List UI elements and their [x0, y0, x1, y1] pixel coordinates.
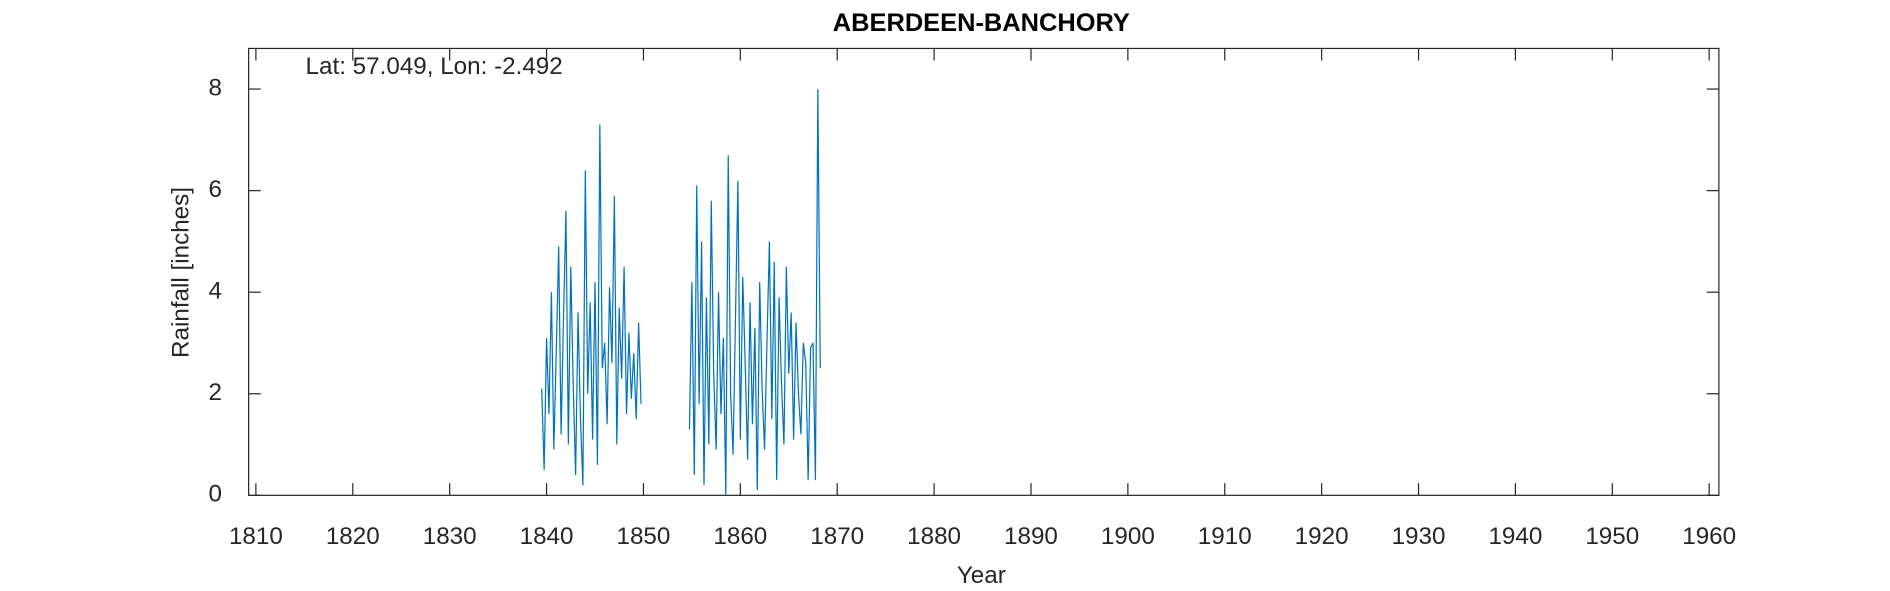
x-tick-label: 1890 — [1004, 523, 1058, 550]
y-tick-label: 8 — [209, 74, 222, 101]
x-tick-label: 1810 — [229, 523, 283, 550]
x-tick-label: 1820 — [326, 523, 380, 550]
y-tick-label: 6 — [209, 176, 222, 203]
x-tick-label: 1900 — [1101, 523, 1155, 550]
axes-box — [248, 47, 1720, 496]
x-tick-label: 1930 — [1392, 523, 1446, 550]
y-tick-label: 2 — [209, 379, 222, 406]
data-line — [541, 89, 821, 496]
x-tick-label: 1850 — [616, 523, 670, 550]
x-tick-label: 1920 — [1295, 523, 1349, 550]
x-tick-label: 1870 — [810, 523, 864, 550]
x-tick-label: 1840 — [520, 523, 574, 550]
x-tick-label: 1950 — [1585, 523, 1639, 550]
x-tick-label: 1860 — [713, 523, 767, 550]
chart-title: ABERDEEN-BANCHORY — [833, 9, 1130, 37]
x-tick-label: 1940 — [1488, 523, 1542, 550]
x-tick-label: 1960 — [1682, 523, 1736, 550]
x-tick-label: 1880 — [907, 523, 961, 550]
x-tick-label: 1910 — [1198, 523, 1252, 550]
y-axis-label: Rainfall [inches] — [167, 187, 194, 358]
y-tick-label: 0 — [209, 481, 222, 508]
x-tick-label: 1830 — [423, 523, 477, 550]
x-axis-label: Year — [957, 562, 1006, 589]
annotation: Lat: 57.049, Lon: -2.492 — [306, 53, 563, 80]
y-tick-label: 4 — [209, 278, 222, 305]
